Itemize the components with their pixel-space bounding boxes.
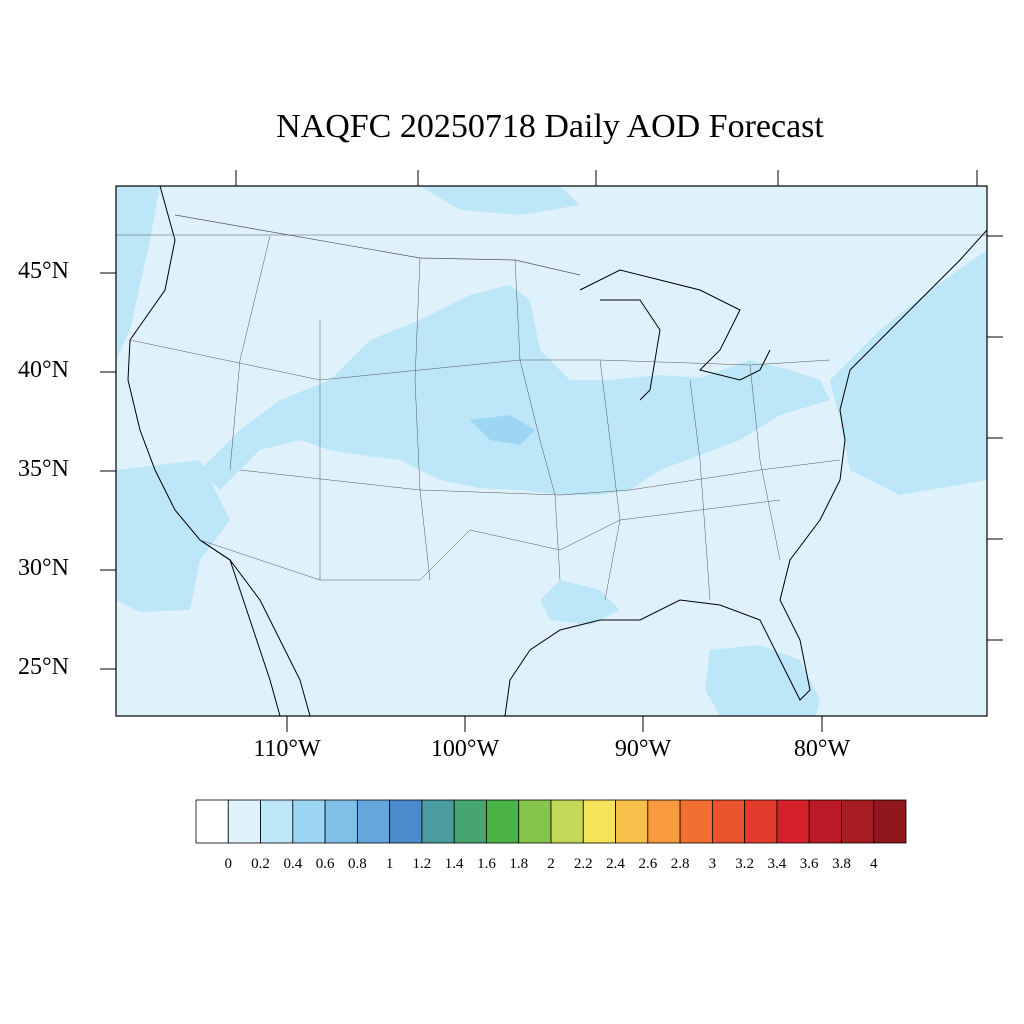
colorbar-tick-label: 1.8 [509,856,529,872]
colorbar-tick-label: 4 [869,856,878,872]
aod-central-plume [200,285,830,495]
lon-label-90w: 90°W [614,736,672,762]
colorbar-swatch [260,799,294,844]
state-line-a [129,339,831,381]
colorbar-swatch [227,799,261,844]
colorbar-tick-label: 3 [708,856,717,872]
colorbar-tick-label: 2.8 [670,856,690,872]
aod-caribbean-plume [705,645,820,716]
aod-baja-region [116,460,230,612]
west-coastline [127,186,311,716]
northern-border [174,214,581,276]
colorbar-tick-label: 0.6 [315,856,335,872]
lon-label-100w: 100°W [430,736,500,762]
colorbar-swatch [873,799,907,844]
colorbar-tick-label: 3.4 [767,856,787,872]
colorbar-swatch [356,799,391,844]
east-gulf-coastline [504,229,987,716]
map-title: NAQFC 20250718 Daily AOD Forecast [276,108,824,145]
colorbar-swatch [711,799,746,844]
lat-label-25n: 25°N [18,654,69,680]
colorbar-swatch [615,799,649,844]
colorbar-swatch [389,799,423,844]
state-line-d [229,235,271,471]
colorbar-swatch [292,799,326,844]
state-line-f [514,259,561,581]
state-line-i [689,379,711,601]
colorbar-tick-label: 1.6 [477,856,496,872]
state-line-h [599,359,621,601]
colorbar-swatch [195,799,229,844]
state-line-b [239,459,841,496]
colorbar [195,799,907,844]
colorbar-swatch [679,799,713,844]
colorbar-tick-label: 1 [385,856,394,872]
aod-field [116,186,987,716]
great-lakes-outline [579,269,771,381]
lon-label-80w: 80°W [793,736,851,762]
colorbar-swatch [808,799,842,844]
baja-coastline [199,539,281,716]
colorbar-swatch [550,799,584,844]
colorbar-tick-label: 3.8 [832,856,851,872]
colorbar-tick-label: 2.4 [606,856,625,872]
lat-label-30n: 30°N [18,555,69,581]
state-line-e [414,257,431,581]
colorbar-swatch [582,799,616,844]
aod-gulf-plume [540,580,620,625]
lake-michigan-outline [600,299,661,401]
lat-label-45n: 45°N [18,258,69,284]
map-frame [115,185,988,717]
colorbar-tick-label: 2.2 [573,856,593,872]
colorbar-swatch [744,799,778,844]
colorbar-tick-label: 2 [547,856,555,872]
lat-label-35n: 35°N [18,456,69,482]
aod-kansas-peak [470,415,535,445]
colorbar-tick-label: 0.4 [283,856,303,872]
colorbar-swatch [647,799,681,844]
aod-canada-plume [420,186,580,215]
colorbar-tick-label: 0.8 [347,856,367,872]
colorbar-tick-label: 3.6 [799,856,819,872]
colorbar-tick-label: 1.4 [444,856,464,872]
colorbar-tick-label: 0.2 [251,856,270,872]
colorbar-tick-label: 0 [224,856,233,872]
colorbar-tick-label: 3.2 [735,856,754,872]
colorbar-tick-label: 1.2 [412,856,432,872]
colorbar-swatch [453,799,487,844]
aod-atlantic-plume [830,250,987,495]
colorbar-swatch [518,799,552,844]
state-line-c [199,499,781,581]
aod-pacific-band [116,186,160,360]
colorbar-swatch [776,799,810,844]
colorbar-swatch [324,799,358,844]
colorbar-swatch [841,799,875,844]
colorbar-swatch [486,799,520,844]
colorbar-tick-label: 2.6 [638,856,658,872]
lat-label-40n: 40°N [18,357,69,383]
colorbar-swatch [421,799,455,844]
state-line-j [749,364,781,561]
lon-label-110w: 110°W [253,736,321,762]
